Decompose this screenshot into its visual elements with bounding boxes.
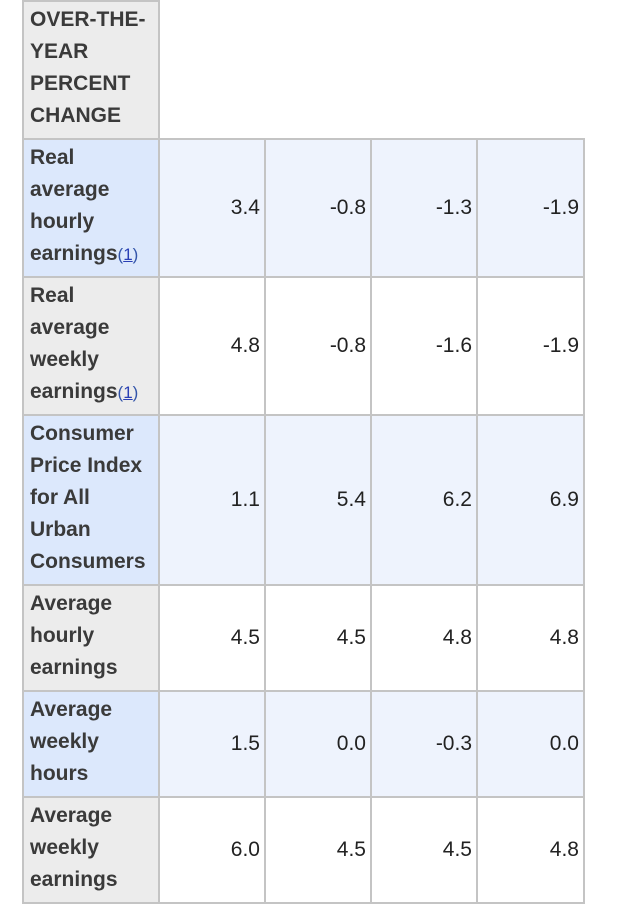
table-cell: -0.3 <box>370 690 478 798</box>
table-cell: 6.2 <box>370 414 478 586</box>
table-cell: 5.4 <box>264 414 372 586</box>
row-label: Real average weekly earnings(1) <box>22 276 160 416</box>
table-cell: -0.8 <box>264 138 372 278</box>
table-cell: 4.8 <box>158 276 266 416</box>
table-cell: 0.0 <box>476 690 585 798</box>
section-header-label: OVER-THE-YEAR PERCENT CHANGE <box>22 0 160 140</box>
footnote-ref[interactable]: (1) <box>117 383 139 402</box>
table-row: Real average weekly earnings(1) 4.8 -0.8… <box>22 276 585 416</box>
table-row: Real average hourly earnings(1) 3.4 -0.8… <box>22 138 585 278</box>
table-cell: 4.8 <box>476 796 585 904</box>
table-cell: 3.4 <box>158 138 266 278</box>
table-cell: 1.5 <box>158 690 266 798</box>
row-label: Average weekly hours <box>22 690 160 798</box>
table-cell: 1.1 <box>158 414 266 586</box>
footnote-link[interactable]: 1 <box>123 383 133 402</box>
row-label-text: Real average hourly earnings <box>30 146 118 265</box>
row-label-text: Real average weekly earnings <box>30 284 118 403</box>
row-label: Real average hourly earnings(1) <box>22 138 160 278</box>
percent-change-table: OVER-THE-YEAR PERCENT CHANGE Real averag… <box>22 0 585 904</box>
table-cell: 4.5 <box>264 584 372 692</box>
table-row: Average weekly earnings 6.0 4.5 4.5 4.8 <box>22 796 585 904</box>
table-cell: 4.5 <box>158 584 266 692</box>
table-row: Average weekly hours 1.5 0.0 -0.3 0.0 <box>22 690 585 798</box>
table-cell: 6.9 <box>476 414 585 586</box>
row-label: Consumer Price Index for All Urban Consu… <box>22 414 160 586</box>
table-row: Consumer Price Index for All Urban Consu… <box>22 414 585 586</box>
footnote-link[interactable]: 1 <box>123 245 133 264</box>
section-header-row: OVER-THE-YEAR PERCENT CHANGE <box>22 0 584 140</box>
table-cell: 4.8 <box>476 584 585 692</box>
table-row: Average hourly earnings 4.5 4.5 4.8 4.8 <box>22 584 585 692</box>
percent-change-table-container: OVER-THE-YEAR PERCENT CHANGE Real averag… <box>22 0 585 904</box>
row-label: Average hourly earnings <box>22 584 160 692</box>
table-cell: -1.9 <box>476 138 585 278</box>
footnote-ref[interactable]: (1) <box>117 245 139 264</box>
table-cell: -1.9 <box>476 276 585 416</box>
table-cell: -1.6 <box>370 276 478 416</box>
table-cell: 0.0 <box>264 690 372 798</box>
section-header-empty-cell <box>158 1 584 140</box>
table-cell: -0.8 <box>264 276 372 416</box>
table-cell: -1.3 <box>370 138 478 278</box>
table-cell: 4.5 <box>370 796 478 904</box>
table-cell: 4.8 <box>370 584 478 692</box>
row-label: Average weekly earnings <box>22 796 160 904</box>
table-cell: 4.5 <box>264 796 372 904</box>
table-cell: 6.0 <box>158 796 266 904</box>
